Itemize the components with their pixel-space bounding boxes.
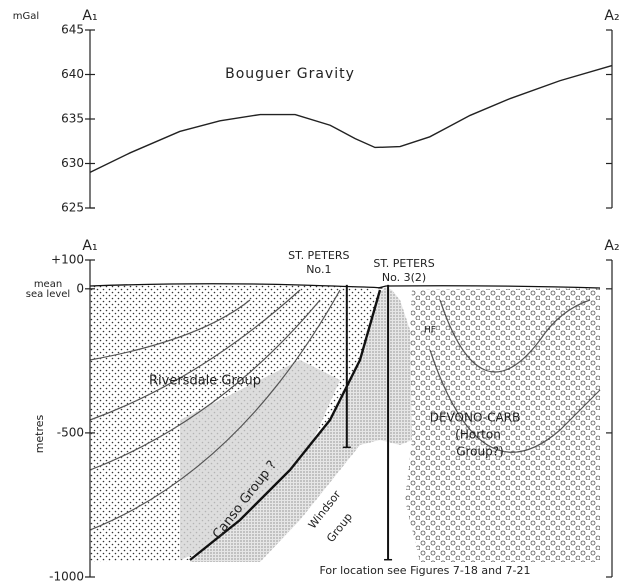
y-tick-label: 0 xyxy=(76,281,84,295)
left-end-label: A₁ xyxy=(82,8,97,24)
y-axis-label: metres xyxy=(33,414,46,453)
y-tick-label: -500 xyxy=(57,425,84,439)
well-name: ST. PETERS xyxy=(373,257,434,270)
chart-title: Bouguer Gravity xyxy=(225,66,355,82)
well-number: No.1 xyxy=(306,263,331,276)
well-number: No. 3(2) xyxy=(382,271,426,284)
unit-label: DEVONO-CARB xyxy=(430,411,521,425)
unit-label: Riversdale Group xyxy=(149,374,261,389)
y-tick-label: 645 xyxy=(61,23,84,37)
figure: 625 630 635 640 645 mGal A₁ A₂ Bouguer Gravity -1… xyxy=(0,0,631,582)
right-end-label: A₂ xyxy=(604,8,619,24)
page: 625 630 635 640 645 mGal A₁ A₂ Bouguer Gravity -1… xyxy=(0,0,631,582)
y-tick-label: 630 xyxy=(61,156,84,170)
right-end-label: A₂ xyxy=(604,238,619,254)
unit-label: Group xyxy=(324,510,355,544)
location-note: For location see Figures 7-18 and 7-21 xyxy=(319,564,530,577)
sea-level-label: sea level xyxy=(26,289,70,300)
y-axis-label: mGal xyxy=(13,11,39,22)
y-tick-label: +100 xyxy=(51,253,84,267)
y-tick-label: 635 xyxy=(61,112,84,126)
y-tick-label: 640 xyxy=(61,67,84,81)
unit-label: (Horton xyxy=(455,428,501,442)
y-tick-label: -1000 xyxy=(49,570,84,582)
unit-label: Group?) xyxy=(456,445,504,459)
y-tick-label: 625 xyxy=(61,201,84,215)
well-name: ST. PETERS xyxy=(288,249,349,262)
unit-label: HF xyxy=(424,326,436,336)
left-end-label: A₁ xyxy=(82,238,97,254)
